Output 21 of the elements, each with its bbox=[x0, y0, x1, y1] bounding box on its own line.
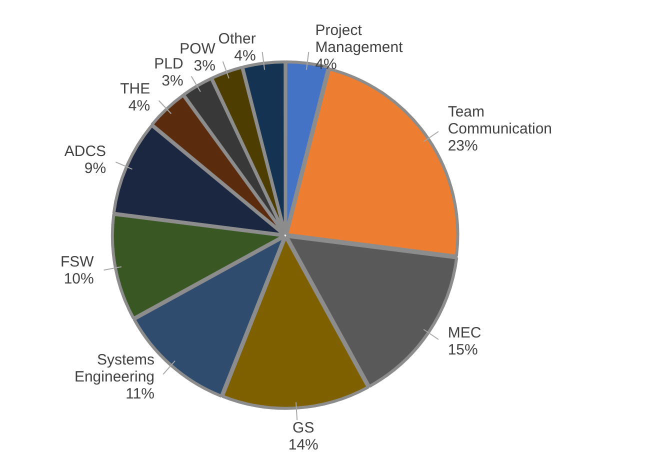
data-label: 4% bbox=[234, 48, 256, 65]
data-label: 4% bbox=[128, 97, 150, 114]
slice-label: POW bbox=[180, 40, 216, 58]
slice-label: Other bbox=[218, 30, 256, 48]
data-label: 11% bbox=[126, 385, 155, 402]
slice-label: GS bbox=[292, 419, 314, 436]
slice-label: PLD bbox=[154, 55, 184, 72]
slice-label: FSW bbox=[60, 254, 95, 271]
slice-label: Systems Engineering bbox=[74, 351, 155, 386]
data-label: 10% bbox=[64, 270, 94, 288]
slice-label: THE bbox=[120, 80, 150, 98]
slice-label: Team Communication bbox=[448, 103, 552, 138]
data-label: 14% bbox=[288, 436, 318, 454]
data-label: 9% bbox=[84, 160, 106, 178]
data-label: 23% bbox=[448, 137, 478, 154]
slice-label: ADCS bbox=[64, 143, 106, 160]
slice-label: MEC bbox=[448, 324, 482, 342]
data-label: 15% bbox=[448, 341, 478, 358]
data-label: 3% bbox=[162, 72, 184, 90]
data-label: 3% bbox=[194, 57, 216, 74]
slice-label: Project Management bbox=[315, 22, 404, 56]
